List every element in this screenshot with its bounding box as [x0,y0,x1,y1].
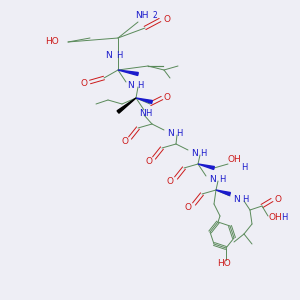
Text: O: O [164,92,170,101]
Text: O: O [164,14,170,23]
Text: NH: NH [135,11,149,20]
Polygon shape [117,98,136,113]
Text: O: O [122,136,128,146]
Text: O: O [184,202,191,211]
Text: N: N [190,148,197,158]
Text: H: H [145,109,151,118]
Text: HO: HO [45,38,59,46]
Text: N: N [127,80,134,89]
Text: O: O [274,194,281,203]
Text: N: N [139,109,145,118]
Text: 2: 2 [153,11,158,20]
Text: HO: HO [217,260,231,268]
Text: H: H [242,194,248,203]
Text: H: H [281,212,287,221]
Polygon shape [216,190,230,195]
Text: N: N [106,52,112,61]
Polygon shape [136,98,152,104]
Text: N: N [232,194,239,203]
Text: O: O [167,176,173,185]
Text: H: H [176,128,182,137]
Text: OH: OH [227,155,241,164]
Polygon shape [198,164,214,170]
Text: N: N [210,175,216,184]
Text: H: H [137,80,143,89]
Text: H: H [116,52,122,61]
Polygon shape [118,70,138,76]
Text: H: H [241,164,247,172]
Text: N: N [167,128,173,137]
Text: H: H [219,175,225,184]
Text: OH: OH [268,212,282,221]
Text: O: O [146,157,152,166]
Text: O: O [80,79,88,88]
Text: H: H [200,148,206,158]
